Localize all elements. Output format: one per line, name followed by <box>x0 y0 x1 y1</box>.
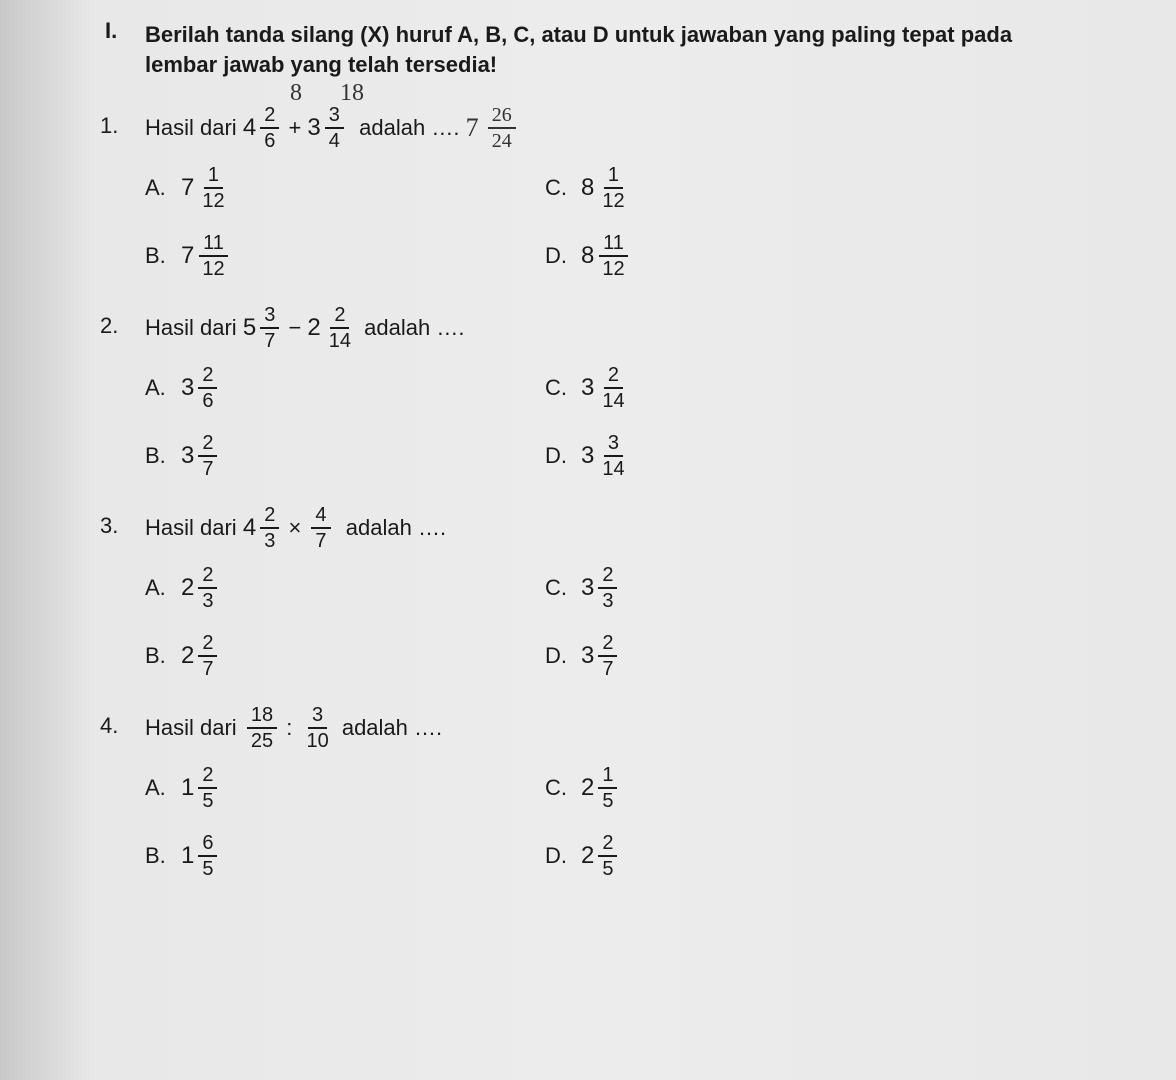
operand-b: 2 214 <box>307 305 358 351</box>
option-b[interactable]: B.227 <box>145 633 545 679</box>
operand-b: 310 <box>298 705 335 751</box>
option-b[interactable]: B.165 <box>145 833 545 879</box>
question-1: 1. Hasil dari 4 26 + 3 34 adalah …. 7 26… <box>100 105 1116 279</box>
option-c[interactable]: C.8112 <box>545 165 945 211</box>
question-number: 1. <box>100 113 118 139</box>
handwritten-answer-frac: 26 24 <box>488 105 516 151</box>
section-number: I. <box>105 18 117 44</box>
option-c[interactable]: C.323 <box>545 565 945 611</box>
handwritten-note-8: 8 <box>290 80 302 107</box>
option-d[interactable]: D.225 <box>545 833 945 879</box>
question-text: Hasil dari 4 26 + 3 34 adalah …. 7 26 24 <box>145 105 1116 151</box>
question-2: 2. Hasil dari 5 37 − 2 214 adalah …. A.3… <box>100 305 1116 479</box>
worksheet-page: I. Berilah tanda silang (X) huruf A, B, … <box>0 0 1176 1080</box>
operand-a: 4 26 <box>243 105 282 151</box>
options-grid: A.125 C.215 B.165 D.225 <box>145 765 1116 879</box>
question-number: 3. <box>100 513 118 539</box>
lead-text: Hasil dari <box>145 315 237 341</box>
option-d[interactable]: D.3314 <box>545 433 945 479</box>
operand-a: 1825 <box>243 705 280 751</box>
question-text: Hasil dari 5 37 − 2 214 adalah …. <box>145 305 1116 351</box>
option-c[interactable]: C.215 <box>545 765 945 811</box>
option-c[interactable]: C.3214 <box>545 365 945 411</box>
operator: + <box>288 115 301 141</box>
option-a[interactable]: A.125 <box>145 765 545 811</box>
instruction-text: Berilah tanda silang (X) huruf A, B, C, … <box>145 20 1116 79</box>
instruction-line2: lembar jawab yang telah tersedia! <box>145 52 497 77</box>
trail-text: adalah …. <box>364 315 464 341</box>
operator: − <box>288 315 301 341</box>
trail-text: adalah …. <box>342 715 442 741</box>
operator: × <box>288 515 301 541</box>
lead-text: Hasil dari <box>145 715 237 741</box>
option-a[interactable]: A.223 <box>145 565 545 611</box>
question-4: 4. Hasil dari 1825 : 310 adalah …. A.125… <box>100 705 1116 879</box>
option-b[interactable]: B.71112 <box>145 233 545 279</box>
question-number: 2. <box>100 313 118 339</box>
handwritten-note-18: 18 <box>340 80 364 107</box>
question-text: Hasil dari 4 23 × 47 adalah …. <box>145 505 1116 551</box>
question-3: 3. Hasil dari 4 23 × 47 adalah …. A.223 … <box>100 505 1116 679</box>
options-grid: A.326 C.3214 B.327 D.3314 <box>145 365 1116 479</box>
instruction-line1: Berilah tanda silang (X) huruf A, B, C, … <box>145 22 1012 47</box>
trail-text: adalah …. <box>346 515 446 541</box>
operand-b: 3 34 <box>307 105 346 151</box>
trail-text: adalah …. <box>359 115 459 141</box>
operator: : <box>286 715 292 741</box>
option-a[interactable]: A.7112 <box>145 165 545 211</box>
operand-a: 5 37 <box>243 305 282 351</box>
lead-text: Hasil dari <box>145 115 237 141</box>
lead-text: Hasil dari <box>145 515 237 541</box>
options-grid: A.7112 C.8112 B.71112 D.81112 <box>145 165 1116 279</box>
operand-b: 47 <box>307 505 333 551</box>
option-d[interactable]: D.327 <box>545 633 945 679</box>
question-text: Hasil dari 1825 : 310 adalah …. <box>145 705 1116 751</box>
option-b[interactable]: B.327 <box>145 433 545 479</box>
operand-a: 4 23 <box>243 505 282 551</box>
question-number: 4. <box>100 713 118 739</box>
option-d[interactable]: D.81112 <box>545 233 945 279</box>
option-a[interactable]: A.326 <box>145 365 545 411</box>
options-grid: A.223 C.323 B.227 D.327 <box>145 565 1116 679</box>
handwritten-answer-whole: 7 <box>466 113 479 143</box>
